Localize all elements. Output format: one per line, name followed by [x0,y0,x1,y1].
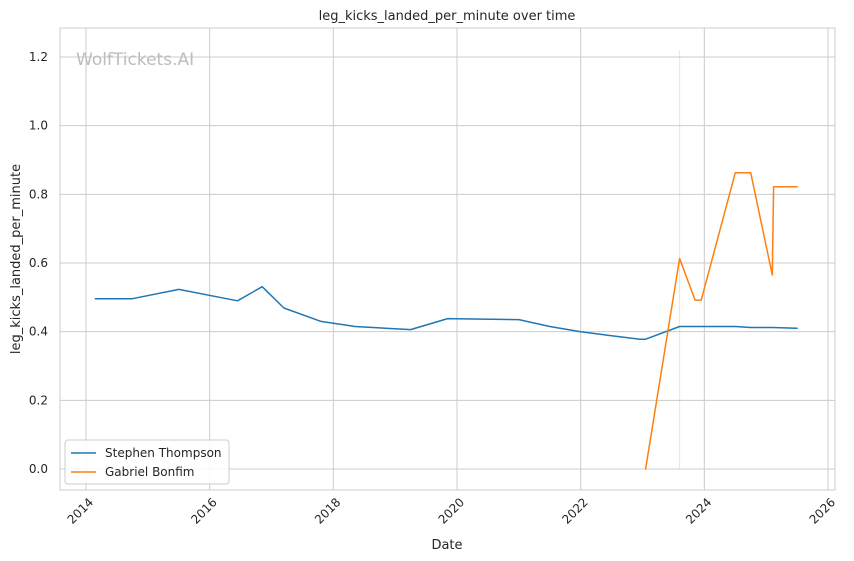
y-tick-label: 0.2 [29,393,48,407]
y-tick-label: 0.4 [29,325,48,339]
y-tick-label: 0.8 [29,187,48,201]
plot-area [59,27,836,491]
series-line-1 [94,285,798,340]
legend-label-1: Stephen Thompson [105,446,222,460]
y-tick-label: 1.0 [29,119,48,133]
legend-label-2: Gabriel Bonfim [105,465,195,479]
y-tick-label: 1.2 [29,50,48,64]
plot-background [60,28,835,490]
series-line-2 [644,171,798,470]
y-axis-label: leg_kicks_landed_per_minute [9,164,24,354]
watermark: WolfTickets.AI [76,50,194,70]
y-tick-label: 0.6 [29,256,48,270]
series-layer [94,171,798,470]
y-axis-ticks: 0.0 0.2 0.4 0.6 0.8 1.0 1.2 [29,50,48,476]
y-tick-label: 0.0 [29,462,48,476]
legend-box [64,439,230,485]
x-axis-label: Date [431,538,462,553]
legend: Stephen Thompson Gabriel Bonfim [64,439,230,485]
plot-frame [59,27,836,491]
chart-title: leg_kicks_landed_per_minute over time [319,9,576,24]
